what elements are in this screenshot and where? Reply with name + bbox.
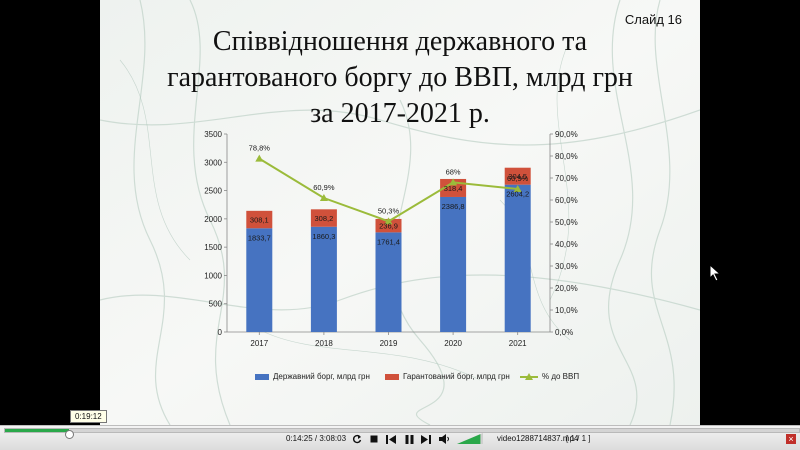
x-tick-label: 2020 — [444, 339, 462, 348]
point-gdp-percent — [384, 217, 393, 225]
bar-state-debt — [246, 228, 273, 332]
legend-label: Державний борг, млрд грн — [273, 372, 370, 381]
pause-icon — [405, 434, 413, 444]
marble-background — [100, 0, 700, 425]
y-right-tick-label: 70,0% — [555, 174, 578, 183]
data-label-state-debt: 1761,4 — [377, 237, 400, 246]
slide-title-line: Співвідношення державного та — [212, 26, 588, 57]
volume-level — [457, 434, 481, 444]
y-left-tick-label: 1000 — [204, 271, 222, 280]
slide-title-line: гарантованого боргу до ВВП, млрд грн — [167, 62, 633, 93]
y-right-tick-label: 10,0% — [555, 306, 578, 315]
y-right-tick-label: 40,0% — [555, 240, 578, 249]
chart-legend: Державний борг, млрд грн Гарантований бо… — [100, 372, 700, 388]
x-tick-label: 2017 — [250, 339, 268, 348]
seek-handle[interactable] — [64, 430, 74, 439]
bar-guaranteed-debt — [310, 209, 337, 227]
bar-state-debt — [375, 232, 402, 332]
mouse-cursor-icon — [709, 264, 721, 282]
data-label-gdp-percent: 68% — [446, 167, 461, 176]
skip-forward-icon — [421, 434, 431, 444]
legend-swatch — [385, 373, 399, 380]
x-tick-label: 2018 — [315, 339, 333, 348]
seek-time-tooltip: 0:19:12 — [70, 410, 107, 423]
y-right-tick-label: 80,0% — [555, 152, 578, 161]
data-label-guaranteed-debt: 236,9 — [379, 222, 398, 231]
legend-line-swatch — [520, 372, 538, 381]
data-label-gdp-percent: 60,9% — [507, 174, 529, 183]
presentation-slide: Слайд 16 Співвідношення державного та га… — [100, 0, 700, 425]
data-label-guaranteed-debt: 304,5 — [508, 172, 527, 181]
legend-item-state-debt: Державний борг, млрд грн — [255, 372, 370, 381]
data-label-state-debt: 2386,8 — [442, 202, 465, 211]
legend-swatch — [255, 373, 269, 380]
bar-guaranteed-debt — [246, 210, 273, 229]
previous-button[interactable] — [385, 433, 397, 445]
volume-slider[interactable] — [457, 433, 483, 444]
data-label-guaranteed-debt: 318,4 — [444, 184, 463, 193]
y-right-tick-label: 20,0% — [555, 284, 578, 293]
point-gdp-percent — [319, 194, 328, 202]
legend-item-gdp-percent: % до ВВП — [520, 372, 579, 381]
bar-guaranteed-debt — [504, 167, 531, 185]
file-name: video1288714837.mp4 — [497, 434, 579, 443]
y-left-tick-label: 3000 — [204, 158, 222, 167]
y-right-tick-label: 60,0% — [555, 196, 578, 205]
close-icon: × — [788, 434, 794, 444]
skip-back-icon — [386, 434, 396, 444]
data-label-state-debt: 2604,2 — [506, 190, 529, 199]
point-gdp-percent — [449, 178, 458, 186]
y-right-tick-label: 50,0% — [555, 218, 578, 227]
y-left-tick-label: 2000 — [204, 215, 222, 224]
bar-guaranteed-debt — [375, 218, 402, 233]
y-right-tick-label: 0,0% — [555, 328, 573, 337]
debt-chart: 0 500 1000 1500 2000 2500 3000 3500 0,0% 10,0% 20… — [204, 130, 578, 348]
bar-state-debt — [310, 226, 337, 332]
x-tick-label: 2019 — [380, 339, 398, 348]
seek-bar[interactable] — [4, 428, 800, 439]
data-label-gdp-percent: 78,8% — [249, 144, 271, 153]
close-button[interactable]: × — [786, 434, 796, 444]
legend-label: % до ВВП — [542, 372, 580, 381]
legend-item-guaranteed-debt: Гарантований борг, млрд грн — [385, 372, 510, 381]
slide-title-line: за 2017-2021 р. — [310, 98, 490, 129]
point-gdp-percent — [255, 154, 264, 162]
data-label-state-debt: 1833,7 — [248, 233, 271, 242]
y-right-tick-label: 90,0% — [555, 130, 578, 139]
bar-state-debt — [504, 184, 531, 332]
next-button[interactable] — [420, 433, 432, 445]
stop-icon — [370, 435, 378, 443]
data-label-guaranteed-debt: 308,2 — [315, 214, 334, 223]
point-gdp-percent — [513, 185, 522, 192]
slide-number: Слайд 16 — [624, 12, 682, 27]
media-player-bar — [0, 425, 800, 450]
pause-button[interactable] — [403, 433, 415, 445]
stop-button[interactable] — [369, 433, 379, 445]
y-left-tick-label: 2500 — [204, 187, 222, 196]
bar-state-debt — [440, 196, 467, 332]
y-right-tick-label: 30,0% — [555, 262, 578, 271]
y-left-tick-label: 1500 — [204, 243, 222, 252]
speaker-icon — [438, 434, 449, 444]
data-label-guaranteed-debt: 308,1 — [250, 216, 269, 225]
y-left-tick-label: 0 — [218, 328, 223, 337]
y-left-tick-label: 500 — [209, 300, 223, 309]
loop-icon — [352, 434, 362, 444]
legend-label: Гарантований борг, млрд грн — [403, 372, 510, 381]
y-left-tick-label: 3500 — [204, 130, 222, 139]
data-label-state-debt: 1860,3 — [312, 232, 335, 241]
loop-button[interactable] — [351, 433, 363, 445]
mute-button[interactable] — [438, 433, 450, 445]
playlist-position: [ 1 / 1 ] — [566, 434, 591, 443]
data-label-gdp-percent: 50,3% — [378, 206, 400, 215]
slide-title: Співвідношення державного та гарантовано… — [100, 24, 700, 132]
time-display: 0:14:25 / 3:08:03 — [286, 434, 347, 443]
seek-progress — [5, 429, 69, 432]
x-tick-label: 2021 — [509, 339, 527, 348]
data-label-gdp-percent: 60,9% — [313, 183, 335, 192]
